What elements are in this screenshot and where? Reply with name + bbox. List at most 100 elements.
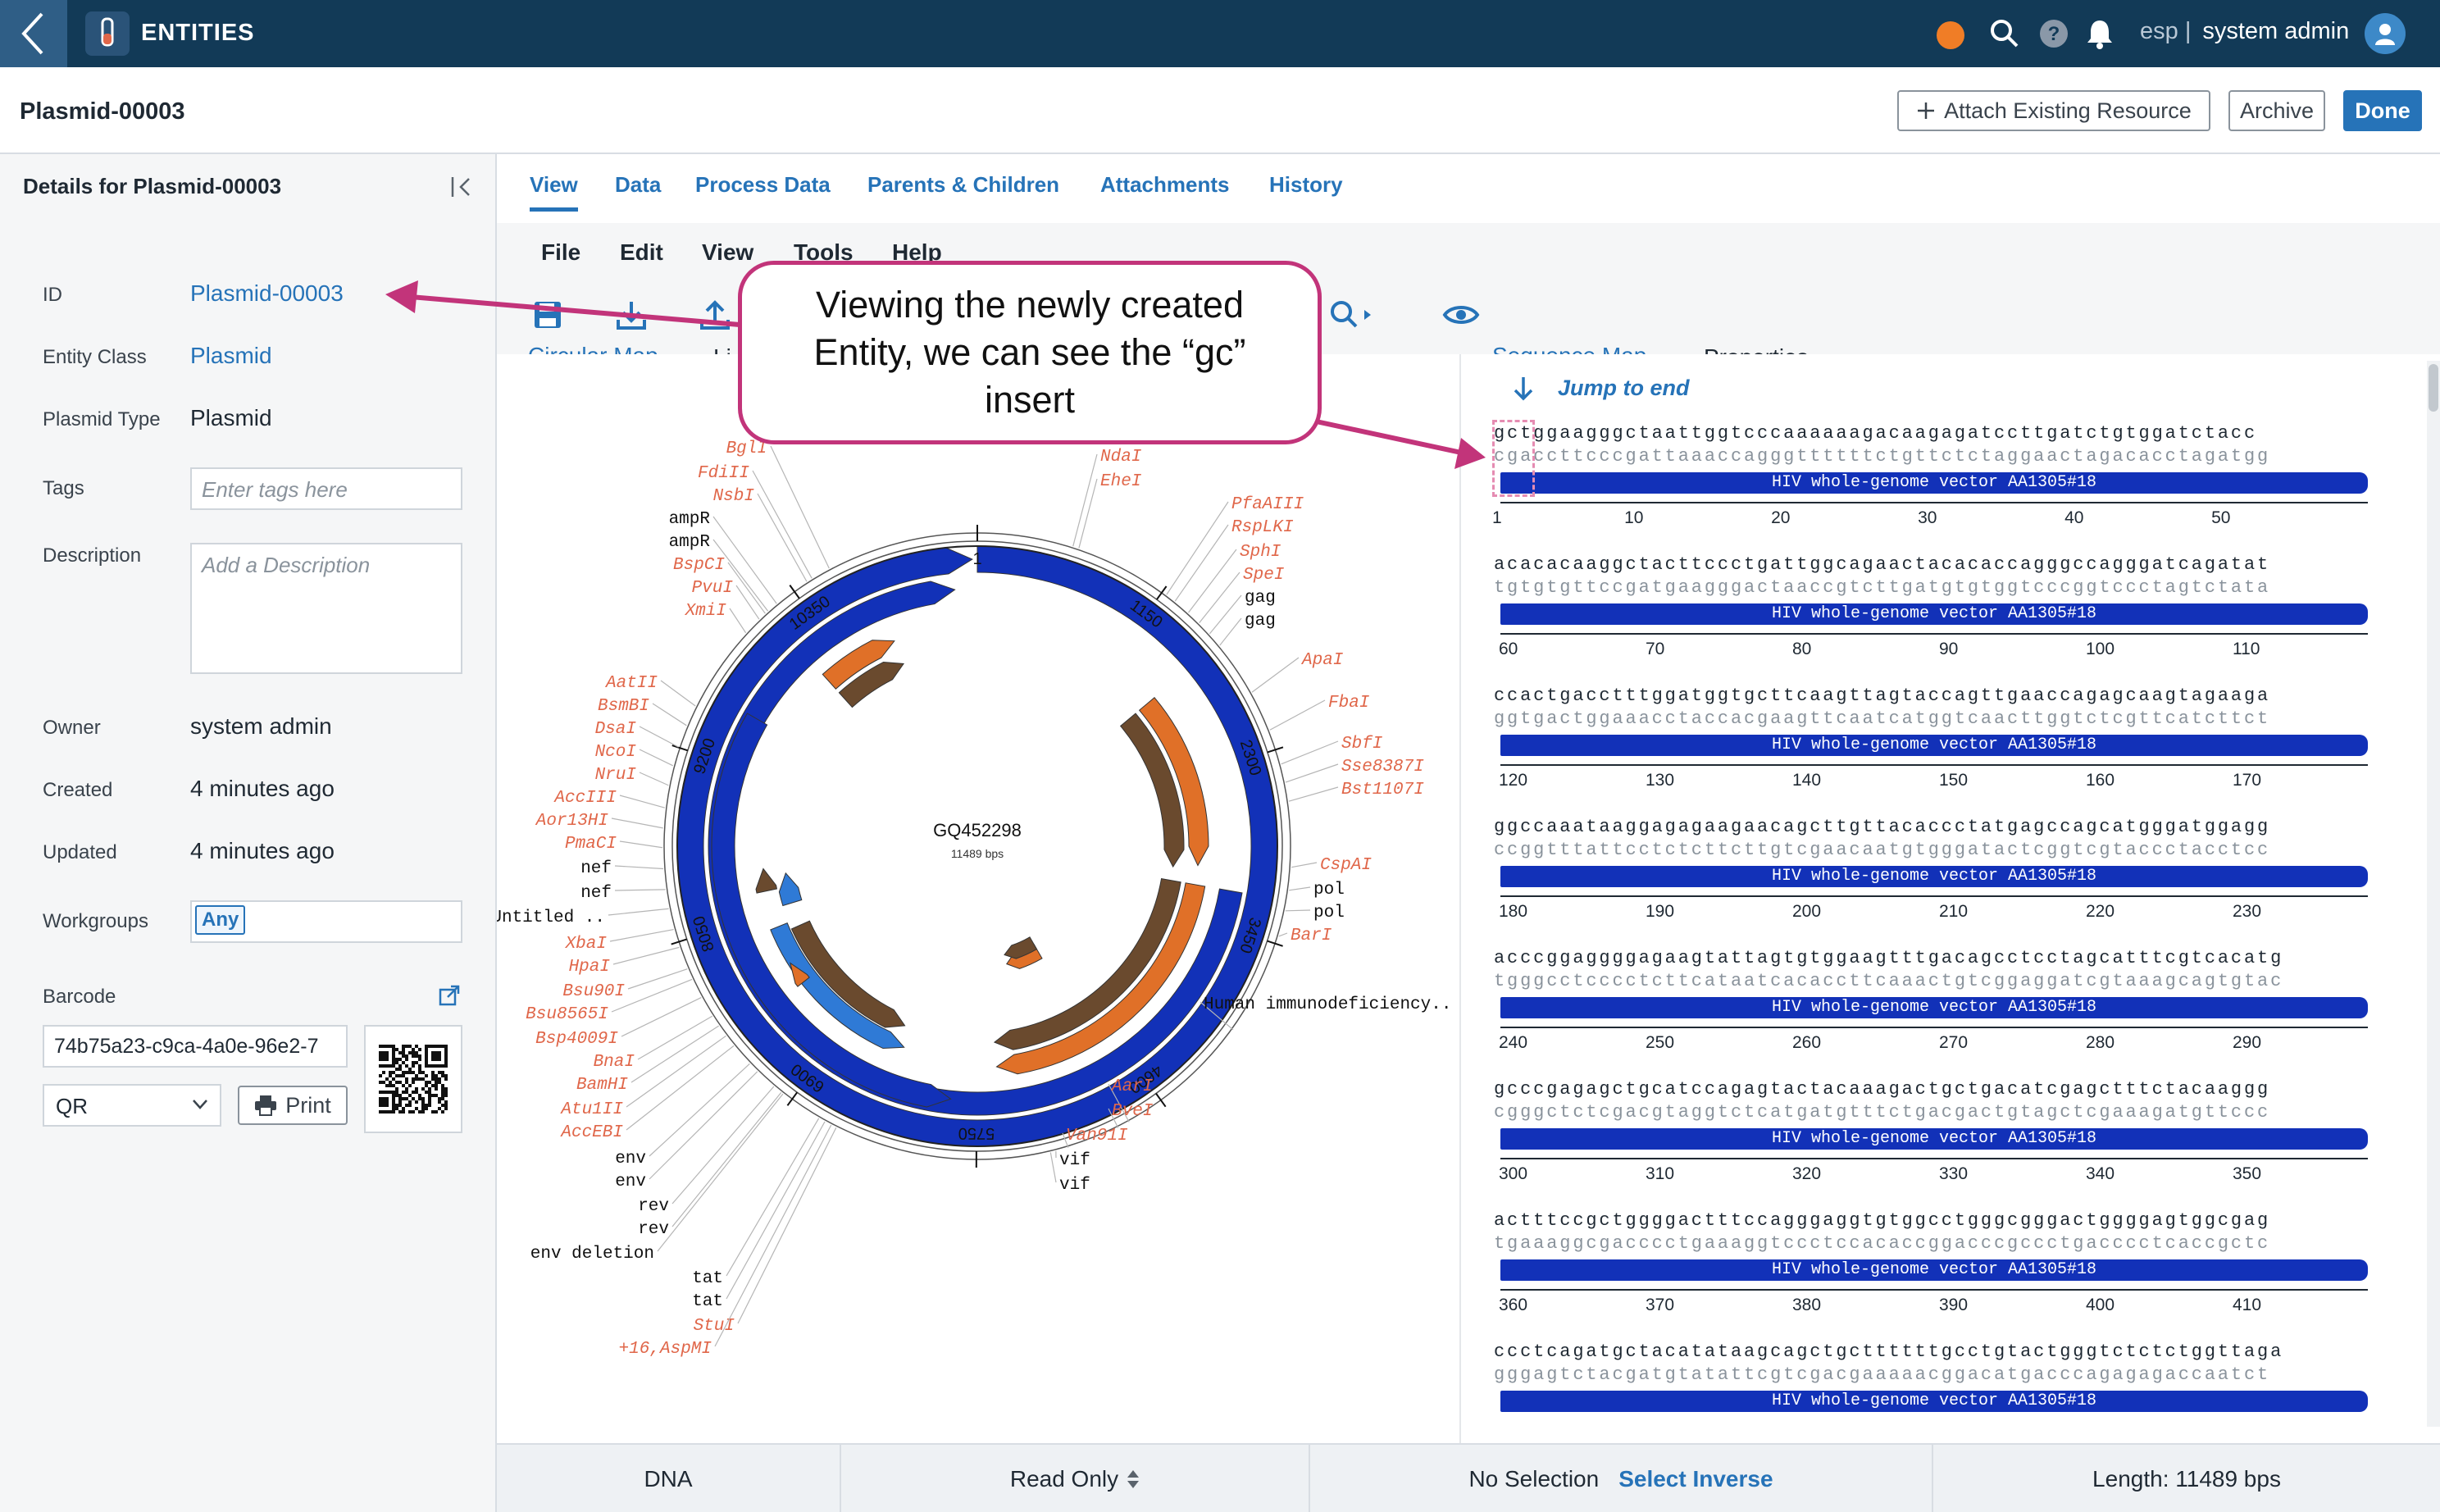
upload-icon[interactable] — [699, 298, 731, 331]
sequence-top-strand[interactable]: ccctcagatgctacatataagcagctgcttttttgcctgt… — [1494, 1341, 2284, 1362]
jump-to-end-link[interactable]: Jump to end — [1558, 376, 1690, 400]
attach-existing-resource-button[interactable]: Attach Existing Resource — [1897, 90, 2210, 131]
sequence-bottom-strand[interactable]: tgtgtgttccgatgaagggactaaccgtcttgatgtgtgg… — [1494, 577, 2271, 598]
tab-process-data[interactable]: Process Data — [695, 172, 831, 197]
map-feature-label: rev — [638, 1220, 669, 1239]
tab-data[interactable]: Data — [615, 172, 662, 197]
sequence-bottom-strand[interactable]: cgaccttcccgattaaaccagggttttttctgttctctag… — [1494, 446, 2271, 467]
sequence-top-strand[interactable]: acccggaggggagaagtattagtgtggaagtttgacagcc… — [1494, 948, 2284, 968]
feature-bar[interactable]: HIV whole-genome vector AA1305#18 — [1500, 472, 2368, 494]
map-feature-label: AarI — [1110, 1077, 1154, 1096]
sequence-top-strand[interactable]: actttccgctggggactttccagggaggtgtggcctgggc… — [1494, 1210, 2271, 1231]
top-nav-bar: ENTITIES ? esp | system admin — [0, 0, 2440, 67]
avatar[interactable] — [2365, 13, 2406, 54]
tab-parents-children[interactable]: Parents & Children — [867, 172, 1060, 197]
feature-bar[interactable]: HIV whole-genome vector AA1305#18 — [1500, 866, 2368, 887]
map-feature-label: Bsu8565I — [526, 1005, 608, 1024]
map-feature-label: ampR — [669, 533, 711, 552]
sequence-bottom-strand[interactable]: tgggcctcccctcttcataatcacaccttcaaactgtcgg… — [1494, 971, 2284, 991]
menu-help[interactable]: Help — [892, 239, 942, 265]
sequence-bottom-strand[interactable]: cgggctctcgacgtaggtctcatgatgtttctgacgactg… — [1494, 1102, 2271, 1123]
workgroup-chip[interactable]: Any — [195, 905, 246, 935]
external-link-icon[interactable] — [438, 984, 461, 1007]
archive-button[interactable]: Archive — [2228, 90, 2325, 131]
plasmid-circular-map[interactable]: 11150230034504600575069008050920010350GQ… — [491, 354, 1459, 1443]
sequence-top-strand[interactable]: ggccaaataaggagagaagaacagcttgttacaccctatg… — [1494, 817, 2271, 837]
print-button[interactable]: Print — [238, 1086, 348, 1125]
arrow-down-icon — [1514, 377, 1533, 401]
sequence-bottom-strand[interactable]: tgaaaggcgacccctgaaaggtccctccacaccggacccg… — [1494, 1233, 2271, 1254]
feature-bar[interactable]: HIV whole-genome vector AA1305#18 — [1500, 1128, 2368, 1150]
tab-attachments[interactable]: Attachments — [1100, 172, 1230, 197]
tab-history[interactable]: History — [1269, 172, 1343, 197]
svg-text:?: ? — [2048, 23, 2060, 45]
ruler-tick-label: 100 — [2086, 640, 2115, 658]
scrollbar[interactable] — [2427, 361, 2440, 1427]
user-icon — [2375, 24, 2395, 45]
map-feature-label: BglI — [726, 439, 768, 458]
map-feature-label: Untitled .. — [497, 909, 605, 927]
id-link[interactable]: Plasmid-00003 — [190, 280, 344, 306]
feature-ampr-brown — [838, 661, 905, 708]
done-button[interactable]: Done — [2343, 90, 2422, 131]
map-tick-label: 1 — [972, 550, 981, 568]
feature-gag-brown — [1119, 713, 1185, 868]
menu-view[interactable]: View — [702, 239, 754, 265]
feature-bar[interactable]: HIV whole-genome vector AA1305#18 — [1500, 1391, 2368, 1412]
collapse-panel-icon[interactable] — [449, 174, 476, 200]
map-feature-label: StuI — [694, 1317, 735, 1336]
sort-icon — [1127, 1470, 1140, 1488]
save-icon[interactable] — [531, 298, 564, 331]
sequence-top-strand[interactable]: gctggaagggctaattggtcccaaaaaagacaagagatcc… — [1494, 423, 2258, 444]
ruler-tick-label: 80 — [1792, 640, 1812, 658]
sequence-bottom-strand[interactable]: gggagtctacgatgtatattcgtcgacgaaaaacggacat… — [1494, 1364, 2271, 1385]
description-textarea[interactable]: Add a Description — [190, 543, 462, 674]
ruler-tick-label: 190 — [1646, 902, 1675, 921]
callout-note: Viewing the newly created Entity, we can… — [738, 261, 1322, 444]
select-inverse-link[interactable]: Select Inverse — [1618, 1466, 1773, 1492]
feature-bar[interactable]: HIV whole-genome vector AA1305#18 — [1500, 603, 2368, 625]
position-ruler — [1500, 502, 2368, 520]
tags-input[interactable]: Enter tags here — [190, 467, 462, 510]
download-icon[interactable] — [615, 298, 648, 331]
sequence-top-strand[interactable]: ccactgacctttggatggtgcttcaagttagtaccagttg… — [1494, 685, 2271, 706]
barcode-field[interactable]: 74b75a23-c9ca-4a0e-96e2-7 — [43, 1025, 348, 1068]
id-label: ID — [43, 284, 62, 306]
menu-file[interactable]: File — [541, 239, 581, 265]
search-icon[interactable] — [1987, 16, 2022, 51]
read-only-toggle[interactable]: Read Only — [841, 1445, 1310, 1512]
sequence-top-strand[interactable]: acacacaaggctacttccctgattggcagaactacacacc… — [1494, 554, 2271, 575]
sequence-bottom-strand[interactable]: ggtgactggaaacctaccacgaagttcaatcatggtcaac… — [1494, 708, 2271, 729]
user-name: system admin — [2202, 18, 2350, 44]
entity-class-link[interactable]: Plasmid — [190, 343, 272, 368]
map-feature-label: Van91I — [1066, 1127, 1128, 1145]
chevron-down-icon — [193, 1100, 207, 1109]
ruler-tick-label: 270 — [1939, 1033, 1969, 1052]
user-menu[interactable]: esp | system admin — [2140, 18, 2349, 45]
feature-small-orange — [790, 962, 810, 987]
feature-bar[interactable]: HIV whole-genome vector AA1305#18 — [1500, 735, 2368, 756]
help-icon[interactable]: ? — [2037, 16, 2071, 51]
ruler-tick-label: 70 — [1646, 640, 1665, 658]
sequence-top-strand[interactable]: gcccgagagctgcatccagagtactacaaagactgctgac… — [1494, 1079, 2271, 1100]
ruler-tick-label: 220 — [2086, 902, 2115, 921]
back-button[interactable] — [0, 0, 67, 67]
barcode-label: Barcode — [43, 986, 116, 1008]
ruler-tick-label: 280 — [2086, 1033, 2115, 1052]
menu-edit[interactable]: Edit — [620, 239, 663, 265]
eye-icon[interactable] — [1441, 298, 1481, 331]
feature-bar[interactable]: HIV whole-genome vector AA1305#18 — [1500, 1259, 2368, 1281]
status-dot-icon — [1937, 21, 1964, 49]
map-feature-label: CspAI — [1320, 856, 1372, 875]
find-menu-icon[interactable] — [1328, 298, 1377, 331]
sequence-bottom-strand[interactable]: ccggtttattcctctcttcttgtcgaacaatgtgggatac… — [1494, 840, 2271, 860]
bell-icon[interactable] — [2083, 16, 2117, 51]
barcode-type-select[interactable]: QR — [43, 1084, 221, 1127]
ruler-tick-label: 130 — [1646, 771, 1675, 790]
feature-bar[interactable]: HIV whole-genome vector AA1305#18 — [1500, 997, 2368, 1018]
tab-view[interactable]: View — [530, 172, 578, 212]
feature-hiv-vector-arc — [676, 545, 1278, 1147]
map-sequence-size: 11489 bps — [951, 847, 1004, 860]
ruler-tick-label: 20 — [1771, 508, 1791, 527]
menu-tools[interactable]: Tools — [794, 239, 854, 265]
